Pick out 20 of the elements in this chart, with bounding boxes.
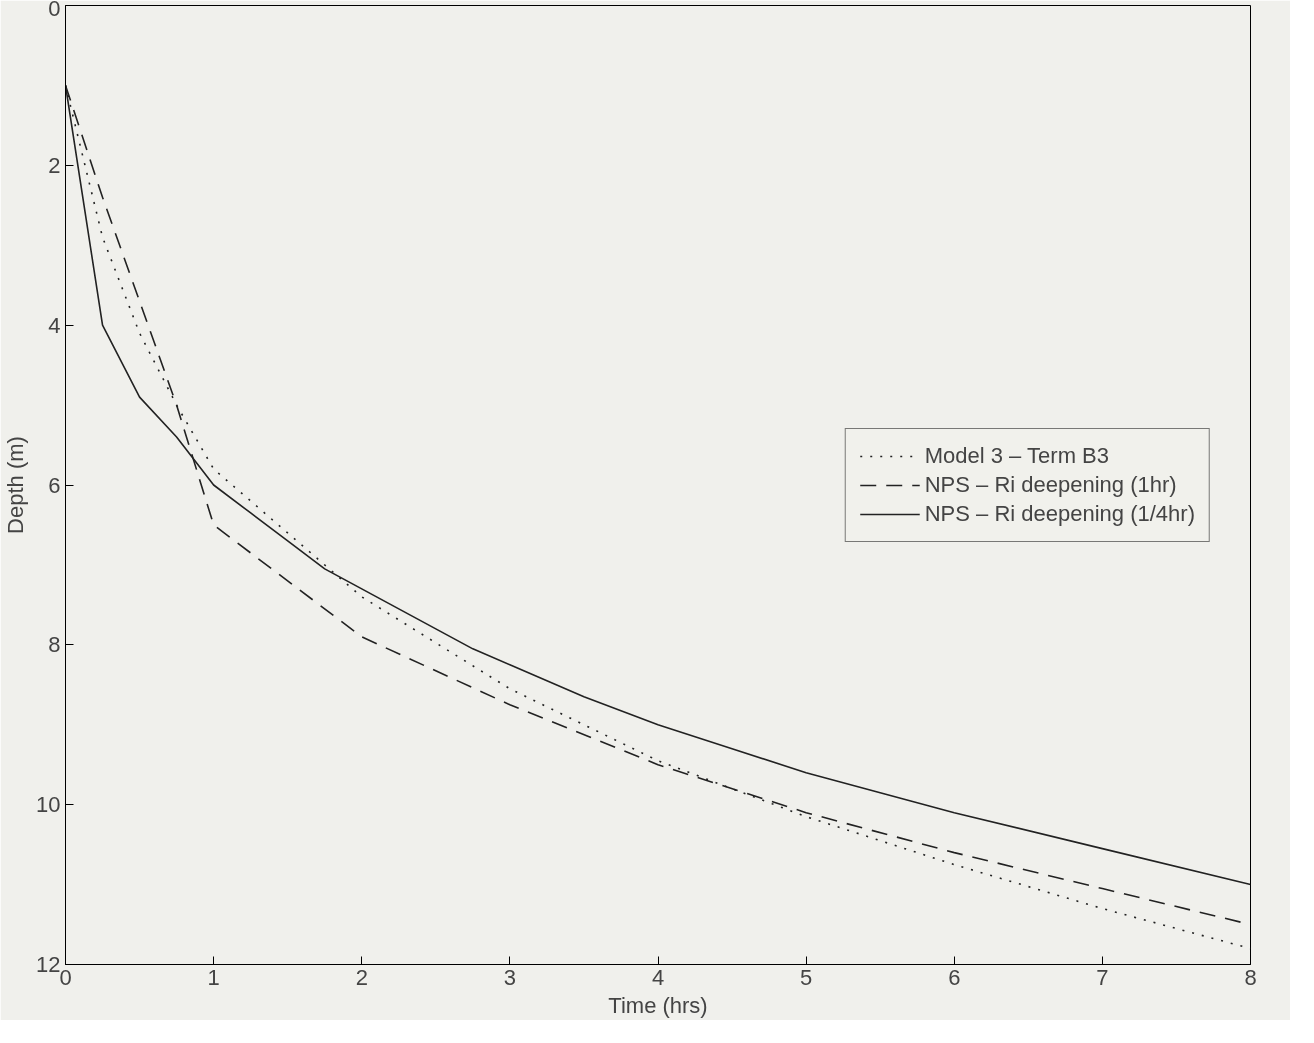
y-tick-label: 4 [48,312,61,338]
y-tick-label: 8 [48,632,61,658]
y-tick-label: 6 [48,472,61,498]
x-tick-label: 6 [948,964,961,990]
x-tick-label: 8 [1244,964,1257,990]
x-tick-label: 4 [651,964,665,990]
legend-label: NPS – Ri deepening (1/4hr) [924,500,1195,527]
legend-label: NPS – Ri deepening (1hr) [924,471,1177,498]
x-tick-label: 5 [800,964,813,990]
y-axis-title: Depth (m) [3,436,29,534]
y-tick-label: 0 [48,0,61,21]
x-tick-label: 1 [207,964,220,990]
x-axis-title: Time (hrs) [608,992,708,1018]
legend-label: Model 3 – Term B3 [924,442,1109,469]
x-tick-label: 7 [1096,964,1109,990]
x-tick-label: 3 [503,964,517,990]
y-tick-label: 10 [36,792,61,818]
x-tick-label: 2 [355,964,368,990]
y-tick-label: 12 [36,952,61,977]
y-tick-label: 2 [48,152,61,178]
